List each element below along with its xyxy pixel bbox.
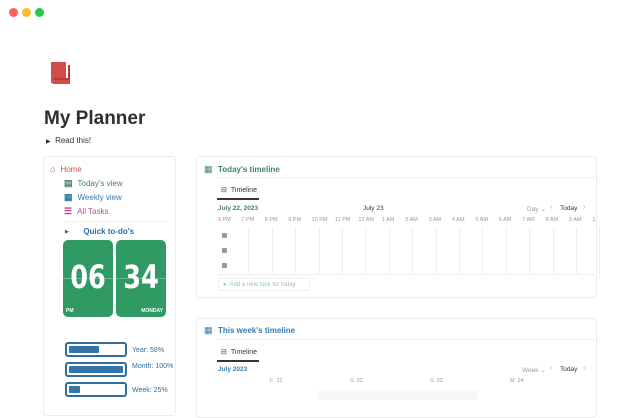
progress-label: Year: 58% [132,347,165,354]
hour-label: 6 AM [498,217,512,223]
progress-bar [65,342,127,357]
hour-label: 8 PM [264,217,278,223]
center-date: July 23 [363,205,384,212]
toggle-label: Read this! [55,136,92,145]
add-task-button[interactable]: ● Add a new task for today [218,278,310,291]
clock-hour: 06 [70,258,106,296]
sidebar-item[interactable]: ▦ Weekly view [64,192,122,203]
progress-label: Week: 25% [132,387,168,394]
hour-label: 1 AM [381,217,395,223]
today-button[interactable]: Today [560,366,578,373]
quick-todos-label: Quick to-do's [83,227,135,236]
sidebar-item-label: Today's view [77,179,123,188]
sidebar-item[interactable]: ▤ Today's view [64,178,123,189]
next-button[interactable]: › [583,204,586,211]
hour-label: 12 AM [358,217,374,223]
timeline-icon: ⊟ [221,187,227,194]
hour-label: 1 [592,217,596,223]
divider [64,221,167,222]
clock-ampm: PM [66,308,74,314]
hour-label: 3 AM [428,217,442,223]
hour-label: 2 AM [405,217,418,223]
today-timeline-title: Today's timeline [218,165,280,174]
tab-label: Timeline [230,348,258,356]
hour-label: 8 AM [545,217,559,223]
checklist-icon: ☰ [64,206,73,216]
day-label: S 22 [350,378,363,384]
progress-bar [65,362,127,377]
page-title: My Planner [44,108,146,129]
red-book-icon [51,62,70,84]
clock-minute: 34 [123,258,159,296]
week-timeline-title: This week's timeline [218,326,296,335]
sidebar-item[interactable]: ☰ All Tasks [64,206,109,217]
sidebar-item[interactable]: ⌂ Home [50,164,82,174]
sidebar-item-label: Home [60,164,82,174]
view-select[interactable]: Week ⌄ [522,367,546,374]
sidebar-item-label: Weekly view [77,193,122,202]
day-label: M 24 [510,378,524,384]
current-month: July 2023 [218,366,248,373]
calendar-icon: ▦ [204,164,213,174]
window-close-button[interactable] [9,8,18,17]
open-task-icon[interactable] [222,248,227,253]
window-minimize-button[interactable] [22,8,31,17]
progress-bar [65,382,127,397]
timeline-icon: ⊟ [221,349,227,356]
hour-label: 5 AM [475,217,488,223]
window-zoom-button[interactable] [35,8,44,17]
day-label: F 21 [270,378,283,384]
calendar-week-icon: ▦ [204,325,213,335]
progress-label: Month: 100% [132,363,174,370]
clock-hour-card: 06 PM [63,240,113,317]
calendar-icon: ▤ [64,178,73,188]
clock-day: MONDAY [141,308,163,314]
current-date: July 22, 2023 [218,205,259,212]
hour-label: 9 PM [288,217,302,223]
add-task-label: Add a new task for today [229,282,296,288]
sidebar-item-label: All Tasks [77,207,109,216]
hour-label: 11 PM [335,217,351,223]
hour-label: 9 AM [569,217,582,223]
quick-todos-toggle[interactable]: ▶ Quick to-do's [65,227,134,236]
calendar-week-icon: ▦ [64,192,73,202]
home-icon: ⌂ [50,164,56,174]
view-select[interactable]: Day ⌄ [527,206,546,213]
next-button[interactable]: › [583,365,586,372]
tab-label: Timeline [230,186,258,194]
read-this-toggle[interactable]: ▶ Read this! [46,136,91,145]
prev-button[interactable]: ‹ [550,204,553,211]
hour-label: 6 PM [218,217,231,223]
day-label: S 23 [430,378,443,384]
tab-timeline[interactable]: ⊟ Timeline [221,348,258,357]
hour-label: 7 PM [241,217,255,223]
hour-label: 7 AM [522,217,535,223]
triangle-right-icon: ▶ [65,228,69,235]
tab-timeline[interactable]: ⊟ Timeline [221,186,258,195]
triangle-right-icon: ▶ [46,139,51,145]
open-task-icon[interactable] [222,263,227,268]
prev-button[interactable]: ‹ [550,365,553,372]
hour-label: 10 PM [311,217,328,223]
open-task-icon[interactable] [222,233,227,238]
today-button[interactable]: Today [560,205,578,212]
check-circle-icon: ● [223,282,227,288]
hour-label: 4 AM [452,217,465,223]
clock-minute-card: 34 MONDAY [116,240,166,317]
